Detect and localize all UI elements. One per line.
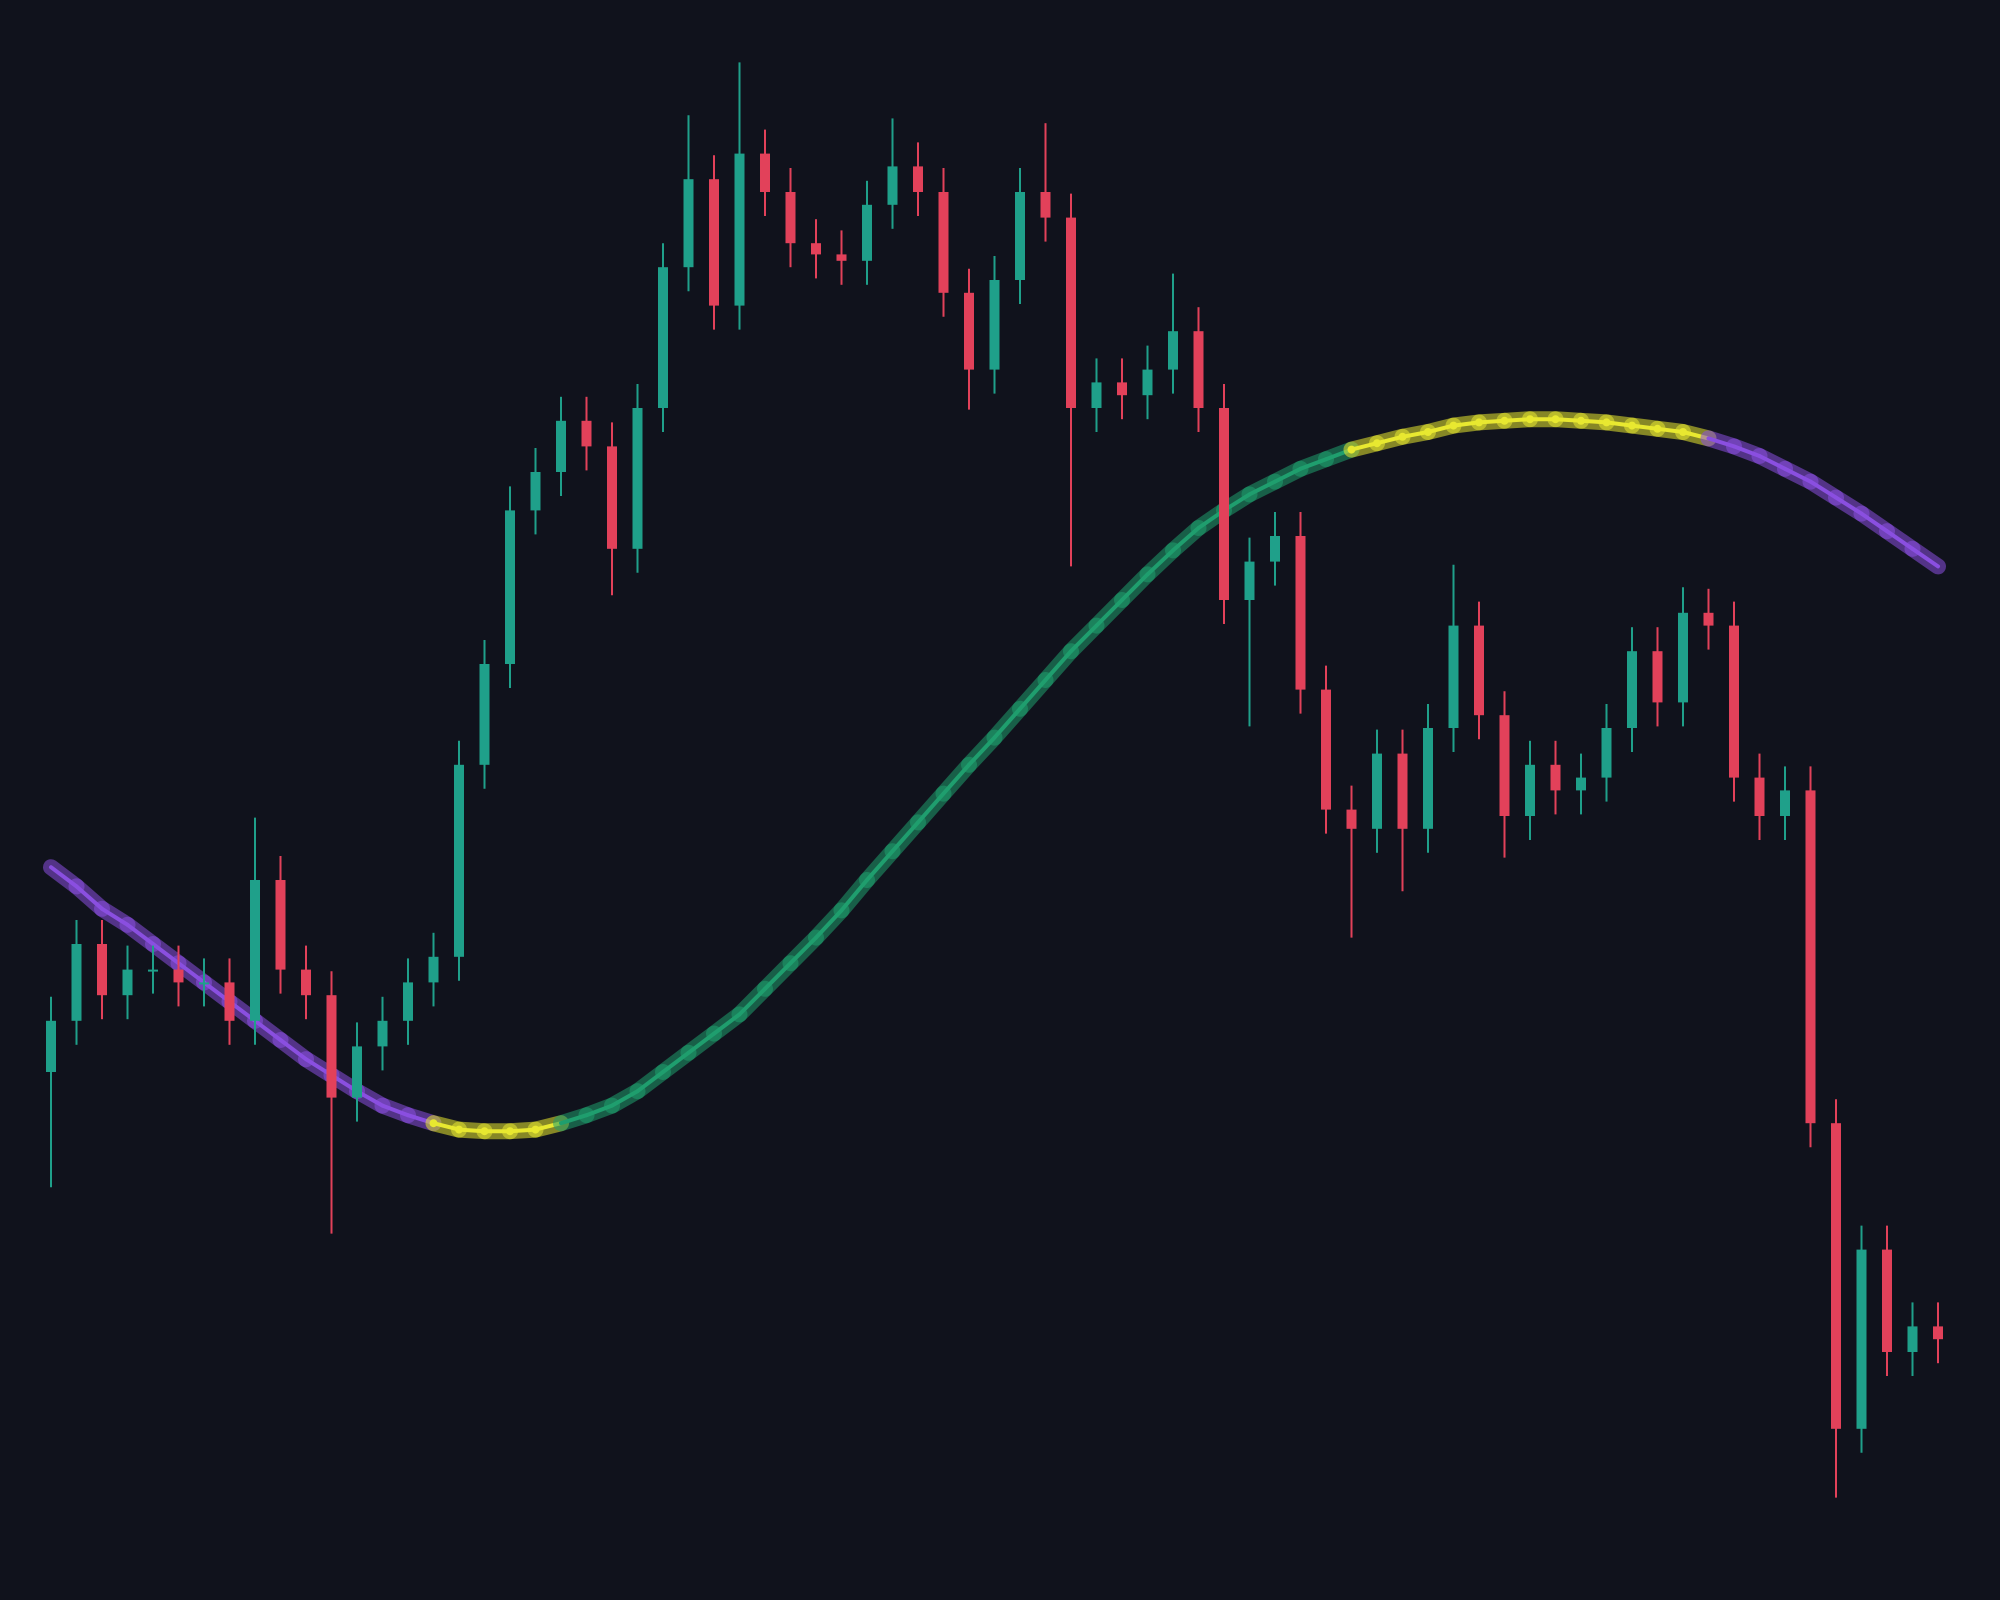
candle-body — [964, 292, 974, 370]
candle-body — [1856, 1249, 1867, 1429]
candle-body — [479, 664, 490, 765]
candle-body — [1270, 536, 1280, 562]
candle-body — [1015, 192, 1025, 280]
candle-body — [1805, 790, 1816, 1124]
trend-dot — [1577, 416, 1585, 425]
trend-dot — [1347, 445, 1356, 454]
candle-body — [1244, 561, 1255, 600]
candle-body — [1117, 382, 1127, 396]
candle-body — [1882, 1249, 1892, 1352]
candle-body — [1295, 536, 1306, 690]
candle-body — [1066, 217, 1076, 408]
trend-dot — [531, 1125, 540, 1134]
candle-body — [1780, 790, 1790, 816]
trend-dot — [1398, 432, 1407, 441]
candle-body — [122, 969, 133, 996]
trend-dot — [1602, 418, 1611, 427]
trend-dot — [1526, 415, 1534, 424]
trend-dot — [1500, 416, 1509, 425]
candle-body — [1168, 331, 1178, 370]
candle-body — [97, 944, 107, 996]
candle-body — [71, 944, 82, 1021]
trend-dot — [429, 1119, 438, 1128]
candle-layer — [46, 62, 1943, 1498]
candle-body — [46, 1020, 56, 1072]
candle-body — [1754, 777, 1765, 816]
candle-body — [1448, 625, 1459, 728]
candle-body — [989, 280, 1000, 370]
candle-body — [377, 1020, 388, 1047]
candle-body — [836, 254, 847, 261]
candle-body — [1907, 1326, 1918, 1352]
candle-body — [530, 472, 541, 511]
candle-body — [1423, 728, 1433, 829]
candle-body — [811, 243, 821, 255]
candle-body — [1346, 809, 1357, 829]
candle-body — [1091, 382, 1102, 408]
candle-body — [1831, 1123, 1841, 1429]
candle-body — [1576, 777, 1586, 791]
candle-body — [1397, 753, 1408, 829]
candle-body — [785, 192, 796, 244]
candle-body — [1933, 1326, 1943, 1340]
candle-body — [1601, 728, 1612, 778]
candle-body — [1219, 408, 1229, 600]
candle-body — [1321, 689, 1331, 810]
candle-body — [1627, 651, 1637, 728]
candle-body — [250, 880, 260, 1021]
candle-body — [887, 166, 898, 205]
candle-body — [607, 446, 617, 549]
candle-body — [938, 192, 949, 293]
trend-dot — [1679, 428, 1687, 436]
candle-body — [1474, 625, 1484, 716]
candle-body — [403, 982, 413, 1021]
trend-line — [1910, 546, 1940, 569]
candle-body — [709, 179, 719, 306]
candle-body — [632, 408, 643, 549]
candle-body — [428, 956, 439, 983]
candle-body — [556, 420, 566, 472]
candle-body — [173, 969, 184, 983]
trend-dot — [506, 1127, 514, 1136]
candle-body — [862, 204, 872, 261]
trend-dot — [1373, 439, 1381, 448]
trend-dot — [480, 1127, 489, 1136]
trend-dot — [1653, 424, 1662, 433]
candle-body — [1193, 331, 1204, 408]
trend-dot — [1551, 415, 1560, 424]
candle-body — [275, 880, 286, 970]
candle-body — [1729, 625, 1739, 778]
candle-body — [1142, 369, 1153, 396]
trend-dot — [1628, 421, 1636, 430]
trend-dot — [1424, 428, 1432, 436]
trend-dot — [1475, 418, 1483, 427]
candle-body — [1652, 651, 1663, 703]
candle-body — [1040, 192, 1051, 218]
candle-body — [1703, 612, 1714, 626]
candle-body — [148, 969, 158, 972]
trend-dot — [1449, 421, 1458, 430]
candle-body — [581, 420, 592, 447]
candle-body — [1372, 753, 1382, 829]
candle-body — [1678, 612, 1688, 703]
candle-body — [1525, 764, 1535, 816]
candle-body — [683, 179, 694, 268]
candle-body — [1499, 715, 1510, 816]
candle-body — [199, 982, 209, 985]
candle-body — [913, 166, 923, 192]
candle-body — [760, 153, 770, 192]
candle-body — [734, 153, 745, 306]
candle-body — [1550, 764, 1561, 791]
candle-body — [301, 969, 311, 996]
candle-body — [505, 510, 515, 664]
candle-body — [454, 764, 464, 957]
candle-body — [658, 267, 668, 408]
candle-body — [224, 982, 235, 1021]
candle-body — [352, 1046, 362, 1098]
trend-dot — [455, 1125, 463, 1134]
candle-body — [326, 995, 337, 1098]
